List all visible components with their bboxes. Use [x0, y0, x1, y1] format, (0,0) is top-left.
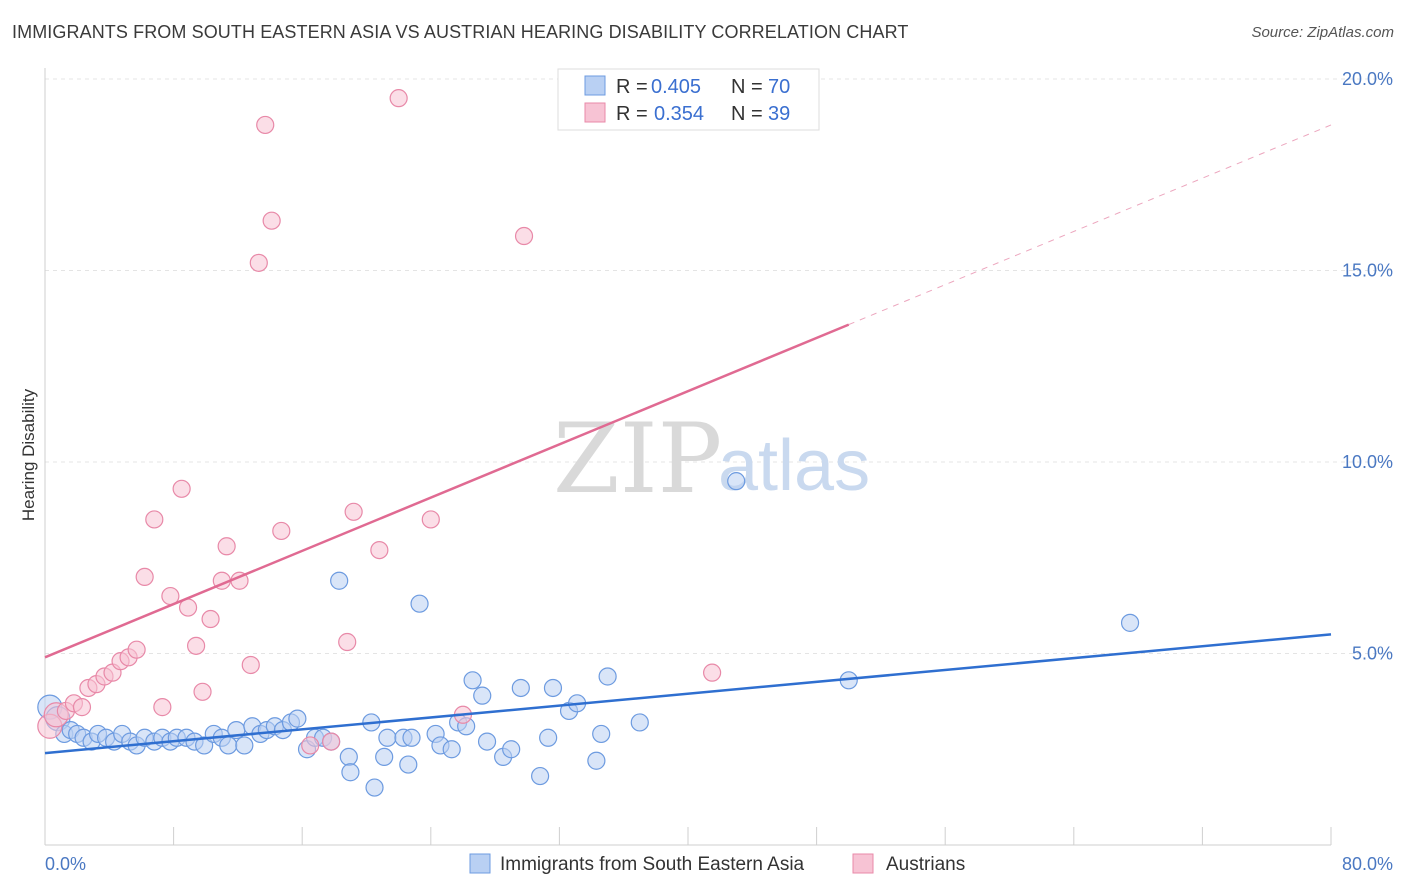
series-1-point-25 [249, 253, 268, 272]
series-1-point-24 [241, 655, 260, 675]
bottom-legend-swatch-blue [469, 853, 491, 874]
series-1-points [37, 89, 722, 755]
series-0-point-68 [727, 472, 746, 491]
series-1-point-14 [153, 698, 172, 717]
series-1-point-38 [703, 663, 722, 682]
legend-n-value-pink: 39 [768, 103, 790, 125]
series-1-point-28 [272, 521, 291, 541]
source-label: Source: ZipAtlas.com [1251, 24, 1394, 41]
series-0-point-70 [1120, 613, 1140, 632]
series-0-point-64 [587, 751, 606, 770]
series-0-point-55 [477, 732, 497, 751]
series-0-point-45 [399, 755, 418, 774]
series-1-point-35 [421, 510, 440, 529]
series-0-point-25 [235, 736, 254, 755]
series-1-point-4 [72, 698, 92, 717]
watermark-atlas: atlas [718, 426, 870, 506]
y-tick-label-3: 20.0% [1342, 69, 1393, 89]
watermark-zip: ZIP [553, 403, 722, 515]
series-1-point-37 [514, 226, 534, 246]
series-1-point-20 [201, 609, 220, 629]
series-1-point-22 [217, 537, 236, 556]
y-tick-label-0: 5.0% [1352, 644, 1393, 664]
legend-r-value-pink: 0.354 [654, 103, 704, 125]
series-0-point-50 [442, 740, 461, 759]
trend-lines [44, 124, 1332, 755]
series-0-point-39 [341, 763, 360, 782]
bottom-legend-swatch-pink [852, 853, 874, 874]
series-0-point-37 [330, 571, 349, 590]
points-layer [37, 89, 1140, 797]
y-tick-labels: 5.0% 10.0% 15.0% 20.0% [1342, 69, 1393, 664]
x-tick-label-1: 80.0% [1342, 854, 1393, 874]
legend-r-value-blue: 0.405 [651, 76, 701, 98]
series-0-point-53 [463, 671, 482, 690]
series-0-point-58 [511, 678, 530, 698]
series-0-point-42 [375, 747, 394, 767]
series-0-point-67 [630, 713, 649, 732]
series-0-point-61 [543, 678, 563, 698]
legend-n-label-pink: N = [731, 103, 763, 125]
series-1-point-32 [344, 502, 363, 521]
series-1-point-11 [127, 640, 146, 659]
series-0-point-54 [473, 686, 492, 705]
bottom-legend-label-pink: Austrians [886, 854, 965, 875]
series-1-point-31 [338, 632, 357, 652]
series-0-point-41 [365, 778, 384, 797]
series-1-point-12 [135, 567, 154, 587]
y-tick-label-2: 15.0% [1342, 261, 1393, 281]
legend: R = 0.405 N = 70 R = 0.354 N = 39 [557, 68, 820, 131]
series-0-point-43 [378, 728, 397, 747]
trend-line-series-0 [44, 633, 1332, 755]
series-1-point-34 [389, 89, 408, 108]
series-0-point-57 [502, 740, 521, 759]
chart-title: IMMIGRANTS FROM SOUTH EASTERN ASIA VS AU… [12, 22, 909, 42]
series-0-point-32 [288, 709, 307, 728]
legend-n-value-blue: 70 [768, 76, 790, 98]
legend-swatch-pink [584, 102, 606, 123]
bottom-legend-label-blue: Immigrants from South Eastern Asia [500, 854, 805, 875]
y-axis-label: Hearing Disability [19, 388, 38, 521]
x-tick-labels: 0.0% 80.0% [45, 854, 1393, 874]
series-0-point-66 [598, 667, 617, 686]
legend-swatch-blue [584, 75, 606, 96]
gridlines [45, 78, 1392, 654]
series-0-point-60 [539, 728, 558, 747]
series-1-point-16 [172, 479, 191, 498]
trend-line-series-1 [44, 323, 850, 659]
series-1-point-19 [193, 682, 212, 701]
series-0-point-59 [531, 766, 550, 786]
series-1-point-29 [301, 736, 320, 755]
trend-line-series-1-extension [848, 124, 1332, 326]
series-0-point-47 [410, 594, 429, 613]
series-0-point-38 [339, 747, 358, 767]
x-tick-label-0: 0.0% [45, 854, 86, 874]
series-0-point-65 [592, 724, 611, 744]
series-1-point-26 [256, 115, 275, 135]
series-1-point-18 [187, 636, 206, 655]
legend-n-label-blue: N = [731, 76, 763, 98]
series-0-point-46 [402, 728, 421, 747]
series-1-point-13 [145, 510, 164, 529]
series-0-points [37, 472, 1140, 797]
series-1-point-27 [262, 211, 281, 230]
series-0-point-23 [219, 736, 238, 755]
series-1-point-33 [370, 540, 389, 560]
bottom-legend: Immigrants from South Eastern Asia Austr… [469, 853, 965, 875]
legend-r-label-blue: R = [616, 76, 648, 98]
y-tick-label-1: 10.0% [1342, 452, 1393, 472]
series-1-point-30 [322, 732, 341, 751]
legend-r-label-pink: R = [616, 103, 648, 125]
watermark: ZIP atlas [553, 403, 870, 515]
